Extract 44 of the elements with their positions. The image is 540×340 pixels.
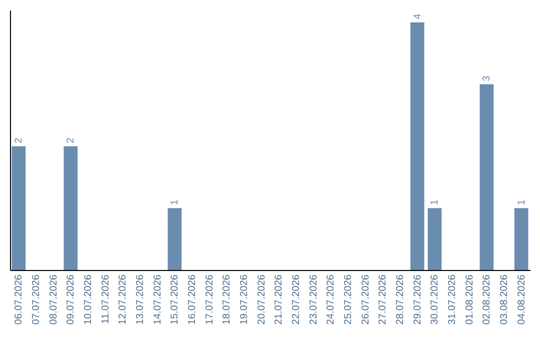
bar [428, 208, 442, 270]
x-tick-label: 24.07.2026 [326, 274, 337, 325]
data-label: 4 [412, 13, 424, 20]
x-tick-label: 03.08.2026 [499, 274, 510, 325]
x-tick-label: 19.07.2026 [239, 274, 250, 325]
x-tick-label: 11.07.2026 [100, 274, 112, 324]
x-tick-label: 17.07.2026 [204, 274, 216, 325]
x-tick-label: 21.07.2026 [274, 274, 285, 325]
bar [410, 22, 424, 270]
x-tick-label: 28.07.2026 [395, 274, 406, 325]
x-tick-label: 01.08.2026 [464, 274, 476, 325]
bar [480, 84, 494, 270]
x-tick-label: 13.07.2026 [135, 274, 146, 325]
x-tick-label: 16.07.2026 [187, 274, 198, 325]
data-label: 1 [516, 199, 528, 206]
bar [12, 146, 26, 270]
x-tick-label: 27.07.2026 [378, 274, 389, 325]
bar [514, 208, 528, 270]
data-label: 2 [66, 137, 77, 144]
x-tick-label: 23.07.2026 [308, 274, 320, 325]
x-tick-label: 09.07.2026 [66, 274, 77, 325]
x-tick-label: 12.07.2026 [118, 274, 129, 325]
x-tick-label: 20.07.2026 [256, 274, 268, 325]
x-tick-label: 15.07.2026 [170, 274, 181, 325]
x-tick-label: 14.07.2026 [152, 274, 164, 325]
x-tick-label: 29.07.2026 [412, 274, 424, 325]
bar [168, 208, 182, 270]
x-tick-label: 06.07.2026 [14, 274, 25, 325]
data-label: 1 [430, 199, 441, 206]
x-tick-label: 18.07.2026 [222, 274, 233, 325]
x-tick-label: 22.07.2026 [291, 274, 302, 325]
x-tick-label: 10.07.2026 [83, 274, 94, 325]
x-tick-label: 30.07.2026 [430, 274, 441, 325]
x-tick-label: 08.07.2026 [48, 274, 60, 325]
x-tick-label: 07.07.2026 [31, 274, 42, 325]
x-tick-label: 02.08.2026 [482, 274, 493, 325]
x-tick-label: 25.07.2026 [343, 274, 354, 325]
data-label: 1 [170, 199, 181, 206]
data-label: 2 [14, 137, 25, 144]
x-tick-label: 31.07.2026 [447, 274, 458, 325]
x-tick-label: 26.07.2026 [360, 274, 372, 325]
x-tick-label: 04.08.2026 [516, 274, 528, 325]
bar [64, 146, 78, 270]
data-label: 3 [482, 75, 493, 82]
